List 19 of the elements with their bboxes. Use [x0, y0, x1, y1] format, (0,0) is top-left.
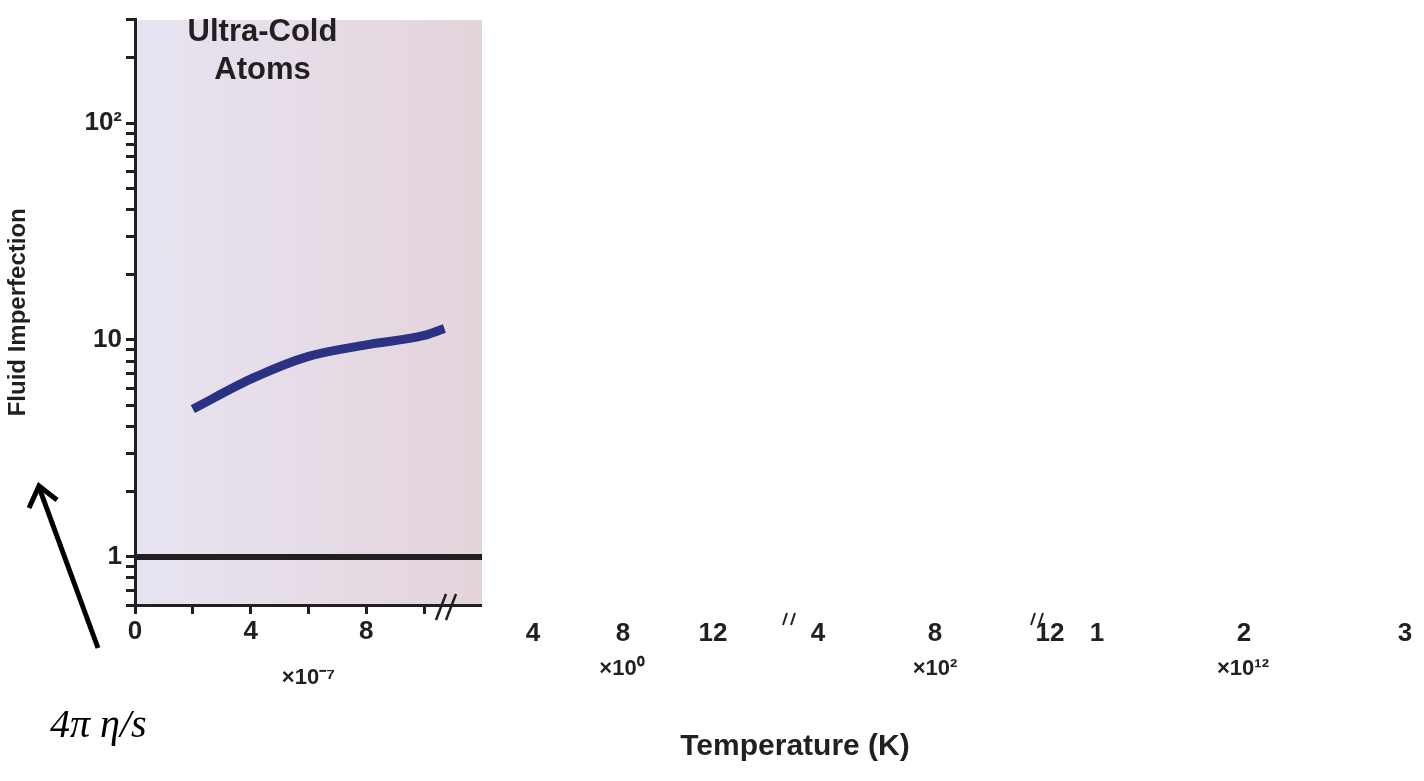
y-tick-label: 10 [93, 323, 122, 354]
y-tick-label: 1 [107, 540, 122, 571]
text: 12 [698, 617, 728, 647]
x-axis-title: ×10⁻⁷ [281, 663, 336, 689]
text: ×10⁰ [599, 655, 645, 680]
text: 3 [1397, 617, 1413, 647]
y-axis-title: Fluid Imperfection [3, 208, 31, 417]
annotation: Ultra-Cold Atoms [186, 12, 339, 88]
text: 4π η/s [50, 700, 147, 747]
x-tick-label: 0 [127, 614, 143, 645]
text: ×10¹² [1217, 655, 1269, 680]
text: 2 [1236, 617, 1252, 647]
x-tick-label: 8 [359, 614, 374, 645]
y-tick-label: 10² [84, 106, 123, 137]
x-tick-label: 4 [243, 614, 259, 645]
text: 1 [1089, 617, 1105, 647]
text: 12 [1035, 617, 1065, 647]
text: Temperature (K) [680, 728, 910, 761]
text: ×10² [912, 655, 958, 680]
